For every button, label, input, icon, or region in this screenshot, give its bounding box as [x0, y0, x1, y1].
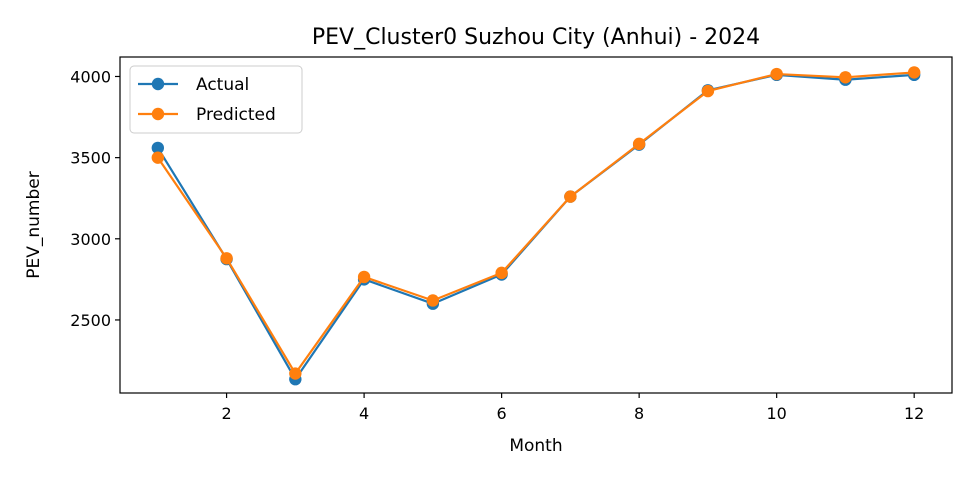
data-point-predicted: [495, 266, 508, 280]
data-point-predicted: [907, 66, 921, 79]
axes: 2 4 6 8 10 12 2500 3000 3500 4000: [70, 56, 953, 423]
y-axis-label: PEV_number: [24, 171, 44, 278]
data-point-predicted: [770, 67, 783, 81]
data-point-predicted: [839, 71, 852, 84]
y-tick-label: 3000: [70, 230, 111, 249]
legend-swatch-marker: [151, 77, 165, 91]
data-point-predicted: [357, 270, 371, 284]
y-tick-label: 2500: [70, 311, 111, 330]
data-point-predicted: [701, 84, 715, 98]
legend-label-actual: Actual: [196, 75, 249, 95]
axes-frame: [119, 56, 953, 394]
x-tick-label: 6: [497, 404, 507, 423]
chart-title: PEV_Cluster0 Suzhou City (Anhui) - 2024: [312, 25, 760, 50]
legend-box: [129, 65, 303, 134]
legend: Actual Predicted: [129, 65, 303, 134]
plot-area: [151, 66, 921, 386]
x-tick-label: 2: [221, 404, 231, 423]
data-point-predicted: [289, 367, 302, 380]
x-tick-label: 12: [904, 404, 924, 423]
x-axis-label: Month: [509, 436, 562, 456]
data-point-actual: [151, 141, 165, 155]
series-line-predicted: [156, 71, 915, 375]
data-point-predicted: [426, 294, 440, 307]
data-point-predicted: [564, 190, 577, 203]
y-tick-label: 4000: [70, 67, 111, 86]
data-point-predicted: [220, 252, 233, 265]
y-tick-label: 3500: [70, 149, 111, 168]
x-tick-label: 8: [634, 404, 644, 423]
data-point-predicted: [151, 151, 165, 164]
x-tick-label: 4: [359, 404, 369, 423]
legend-label-predicted: Predicted: [196, 105, 276, 125]
x-tick-label: 10: [766, 404, 786, 423]
data-point-predicted: [632, 137, 646, 151]
legend-swatch-marker: [151, 107, 165, 121]
